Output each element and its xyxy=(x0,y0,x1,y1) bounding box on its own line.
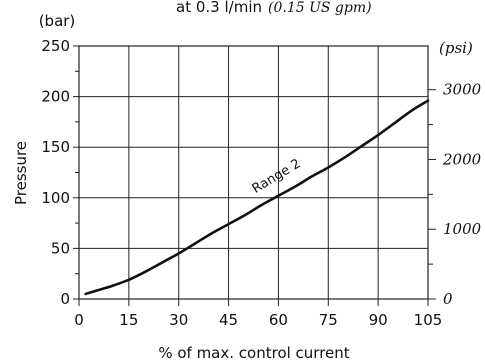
y-tick-label: 0 xyxy=(60,290,70,308)
series-layer xyxy=(84,99,430,296)
y2-tick-label: 1000 xyxy=(443,220,482,238)
y2-tick-label: 2000 xyxy=(442,150,482,168)
x-tick-label: 0 xyxy=(74,311,84,329)
x-tick-label: 60 xyxy=(269,311,288,329)
x-tick-label: 75 xyxy=(319,311,338,329)
plot-frame xyxy=(78,45,429,300)
y2-axis-unit: (psi) xyxy=(439,39,473,57)
x-tick-label: 30 xyxy=(169,311,188,329)
axis-ticks xyxy=(73,45,436,306)
y-tick-label: 50 xyxy=(51,239,70,257)
series-line-range-2 xyxy=(84,99,430,296)
y-axis-unit: (bar) xyxy=(39,12,76,30)
x-tick-label: 45 xyxy=(219,311,238,329)
grid xyxy=(78,45,429,300)
y-tick-label: 250 xyxy=(41,37,70,55)
chart-title-alt-unit: (0.15 US gpm) xyxy=(268,0,372,16)
y-tick-label: 100 xyxy=(41,189,70,207)
y-tick-label: 200 xyxy=(41,88,70,106)
series-annotation-label: Range 2 xyxy=(250,156,304,196)
y2-tick-label: 0 xyxy=(443,290,453,308)
x-tick-label: 15 xyxy=(119,311,138,329)
chart-title: at 0.3 l/min xyxy=(176,0,262,16)
x-axis-label: % of max. control current xyxy=(158,344,349,362)
tick-labels: 0 15 30 45 60 75 90 105050100150200250010002000… xyxy=(41,37,481,329)
y-axis-label: Pressure xyxy=(12,141,30,205)
y-tick-label: 150 xyxy=(41,138,70,156)
x-tick-label: 90 xyxy=(369,311,388,329)
x-tick-label: 105 xyxy=(414,311,443,329)
y2-tick-label: 3000 xyxy=(443,81,482,99)
